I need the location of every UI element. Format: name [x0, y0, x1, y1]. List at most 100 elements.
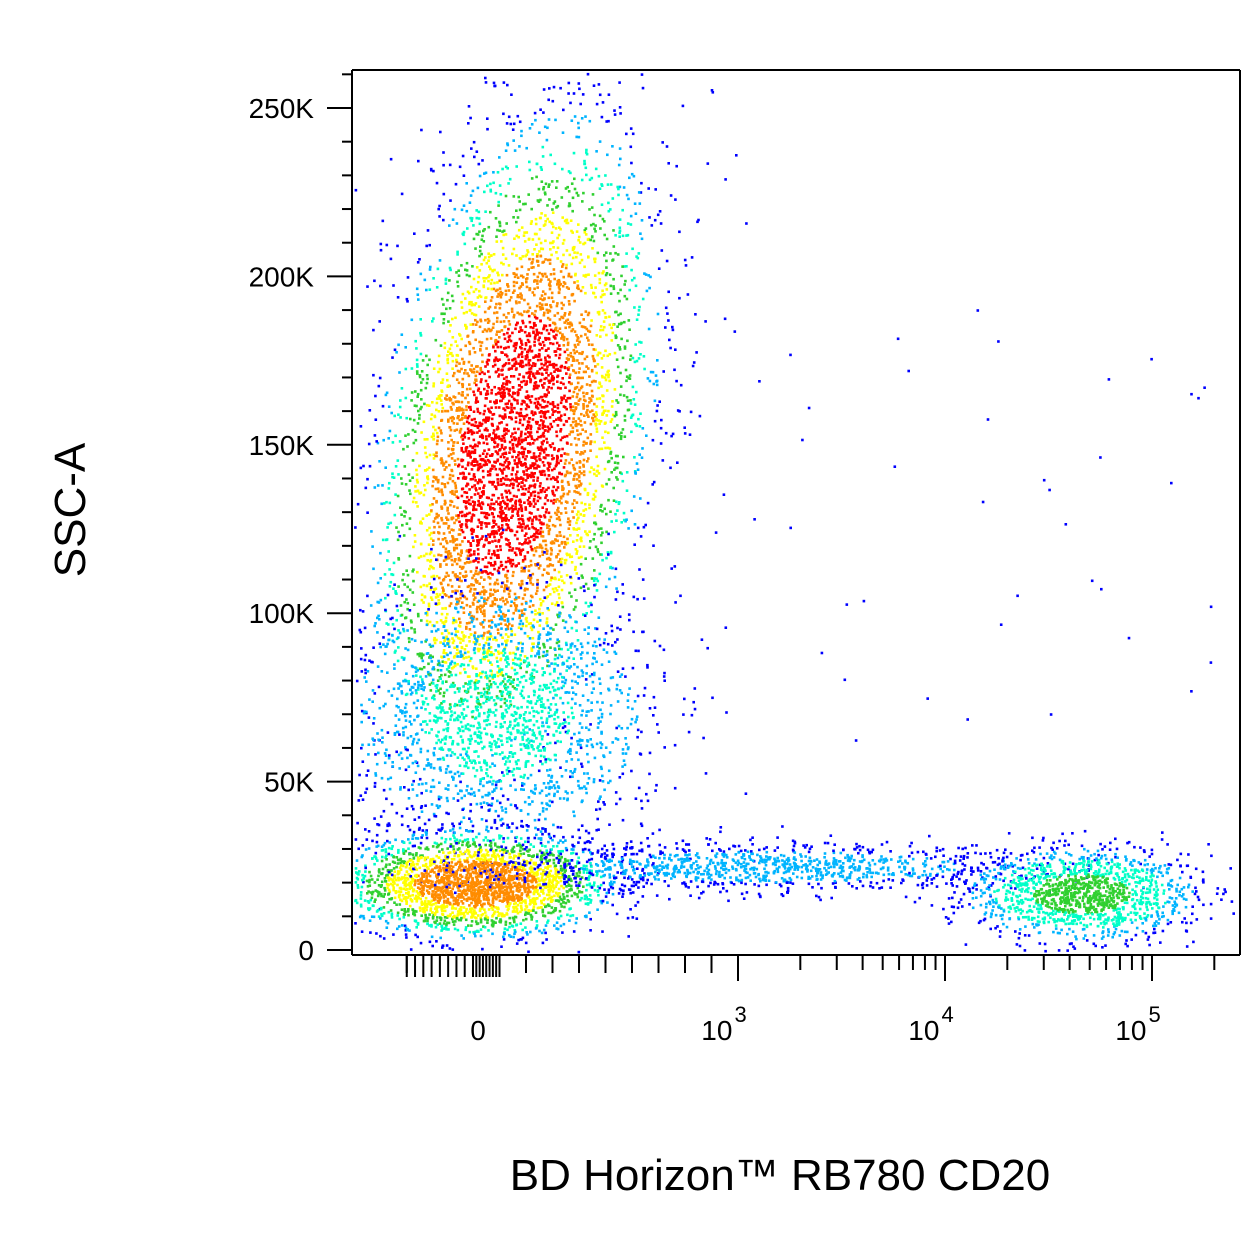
event-dot	[637, 417, 640, 421]
event-dot	[681, 104, 685, 108]
event-dot	[520, 566, 524, 570]
event-dot	[552, 202, 556, 205]
event-dot	[514, 346, 517, 350]
event-dot	[540, 362, 543, 366]
event-dot	[559, 534, 562, 537]
event-dot	[429, 417, 433, 421]
event-dot	[554, 603, 557, 607]
event-dot	[551, 211, 555, 214]
event-dot	[528, 160, 531, 164]
event-dot	[592, 413, 595, 416]
event-dot	[433, 747, 436, 750]
event-dot	[453, 459, 457, 462]
event-dot	[465, 520, 468, 523]
event-dot	[551, 564, 555, 567]
event-dot	[462, 500, 466, 503]
event-dot	[492, 253, 496, 256]
event-dot	[466, 675, 470, 678]
event-dot	[569, 101, 572, 105]
event-dot	[509, 682, 512, 686]
event-dot	[455, 514, 458, 517]
event-dot	[458, 165, 462, 169]
event-dot	[407, 637, 411, 640]
event-dot	[547, 469, 550, 472]
event-dot	[483, 280, 486, 283]
event-dot	[549, 153, 552, 157]
event-dot	[471, 715, 474, 719]
event-dot	[421, 378, 425, 381]
event-dot	[694, 313, 697, 316]
event-dot	[556, 279, 560, 283]
event-dot	[582, 463, 585, 467]
event-dot	[425, 552, 428, 556]
event-dot	[485, 690, 489, 694]
event-dot	[504, 623, 507, 626]
event-dot	[521, 624, 525, 628]
event-dot	[665, 145, 669, 148]
event-dot	[411, 428, 415, 432]
event-dot	[543, 125, 547, 129]
event-dot	[415, 501, 418, 504]
event-dot	[534, 546, 537, 550]
event-dot	[560, 542, 564, 545]
event-dot	[548, 318, 552, 321]
event-dot	[552, 501, 555, 505]
event-dot	[444, 522, 448, 525]
event-dot	[452, 528, 455, 532]
event-dot	[528, 605, 532, 608]
event-dot	[577, 475, 581, 479]
event-dot	[445, 680, 448, 683]
event-dot	[621, 428, 625, 431]
event-dot	[559, 227, 562, 231]
event-dot	[539, 482, 542, 485]
event-dot	[575, 528, 578, 531]
event-dot	[457, 714, 460, 718]
event-dot	[484, 556, 488, 559]
event-dot	[500, 437, 503, 441]
event-dot	[451, 354, 454, 358]
event-dot	[391, 573, 395, 577]
event-dot	[510, 93, 513, 96]
event-dot	[547, 511, 551, 515]
event-dot	[530, 410, 534, 413]
event-dot	[555, 488, 558, 492]
event-dot	[619, 471, 622, 474]
event-dot	[605, 272, 609, 275]
event-dot	[523, 484, 526, 487]
event-dot	[400, 192, 404, 196]
event-dot	[435, 454, 438, 458]
event-dot	[630, 172, 634, 176]
event-dot	[464, 297, 467, 300]
event-dot	[505, 222, 508, 225]
event-dot	[630, 509, 633, 513]
event-dot	[432, 453, 436, 456]
event-dot	[607, 375, 610, 379]
event-dot	[389, 257, 393, 261]
event-dot	[483, 484, 486, 487]
event-dot	[525, 403, 529, 406]
event-dot	[557, 593, 561, 596]
event-dot	[465, 526, 469, 529]
event-dot	[582, 318, 585, 321]
event-dot	[579, 102, 582, 106]
event-dot	[566, 318, 570, 322]
event-dot	[604, 349, 607, 353]
event-dot	[557, 585, 561, 589]
event-dot	[580, 313, 583, 316]
event-dot	[447, 554, 450, 557]
event-dot	[455, 652, 459, 655]
event-dot	[478, 294, 481, 298]
event-dot	[510, 629, 514, 633]
event-dot	[530, 535, 533, 539]
event-dot	[605, 482, 608, 486]
event-dot	[492, 531, 496, 535]
event-dot	[552, 410, 555, 414]
event-dot	[530, 628, 534, 632]
event-dot	[419, 272, 423, 276]
event-dot	[504, 289, 508, 293]
event-dot	[549, 445, 553, 449]
event-dot	[488, 274, 491, 277]
event-dot	[520, 414, 523, 418]
event-dot	[494, 435, 497, 438]
event-dot	[468, 342, 472, 346]
